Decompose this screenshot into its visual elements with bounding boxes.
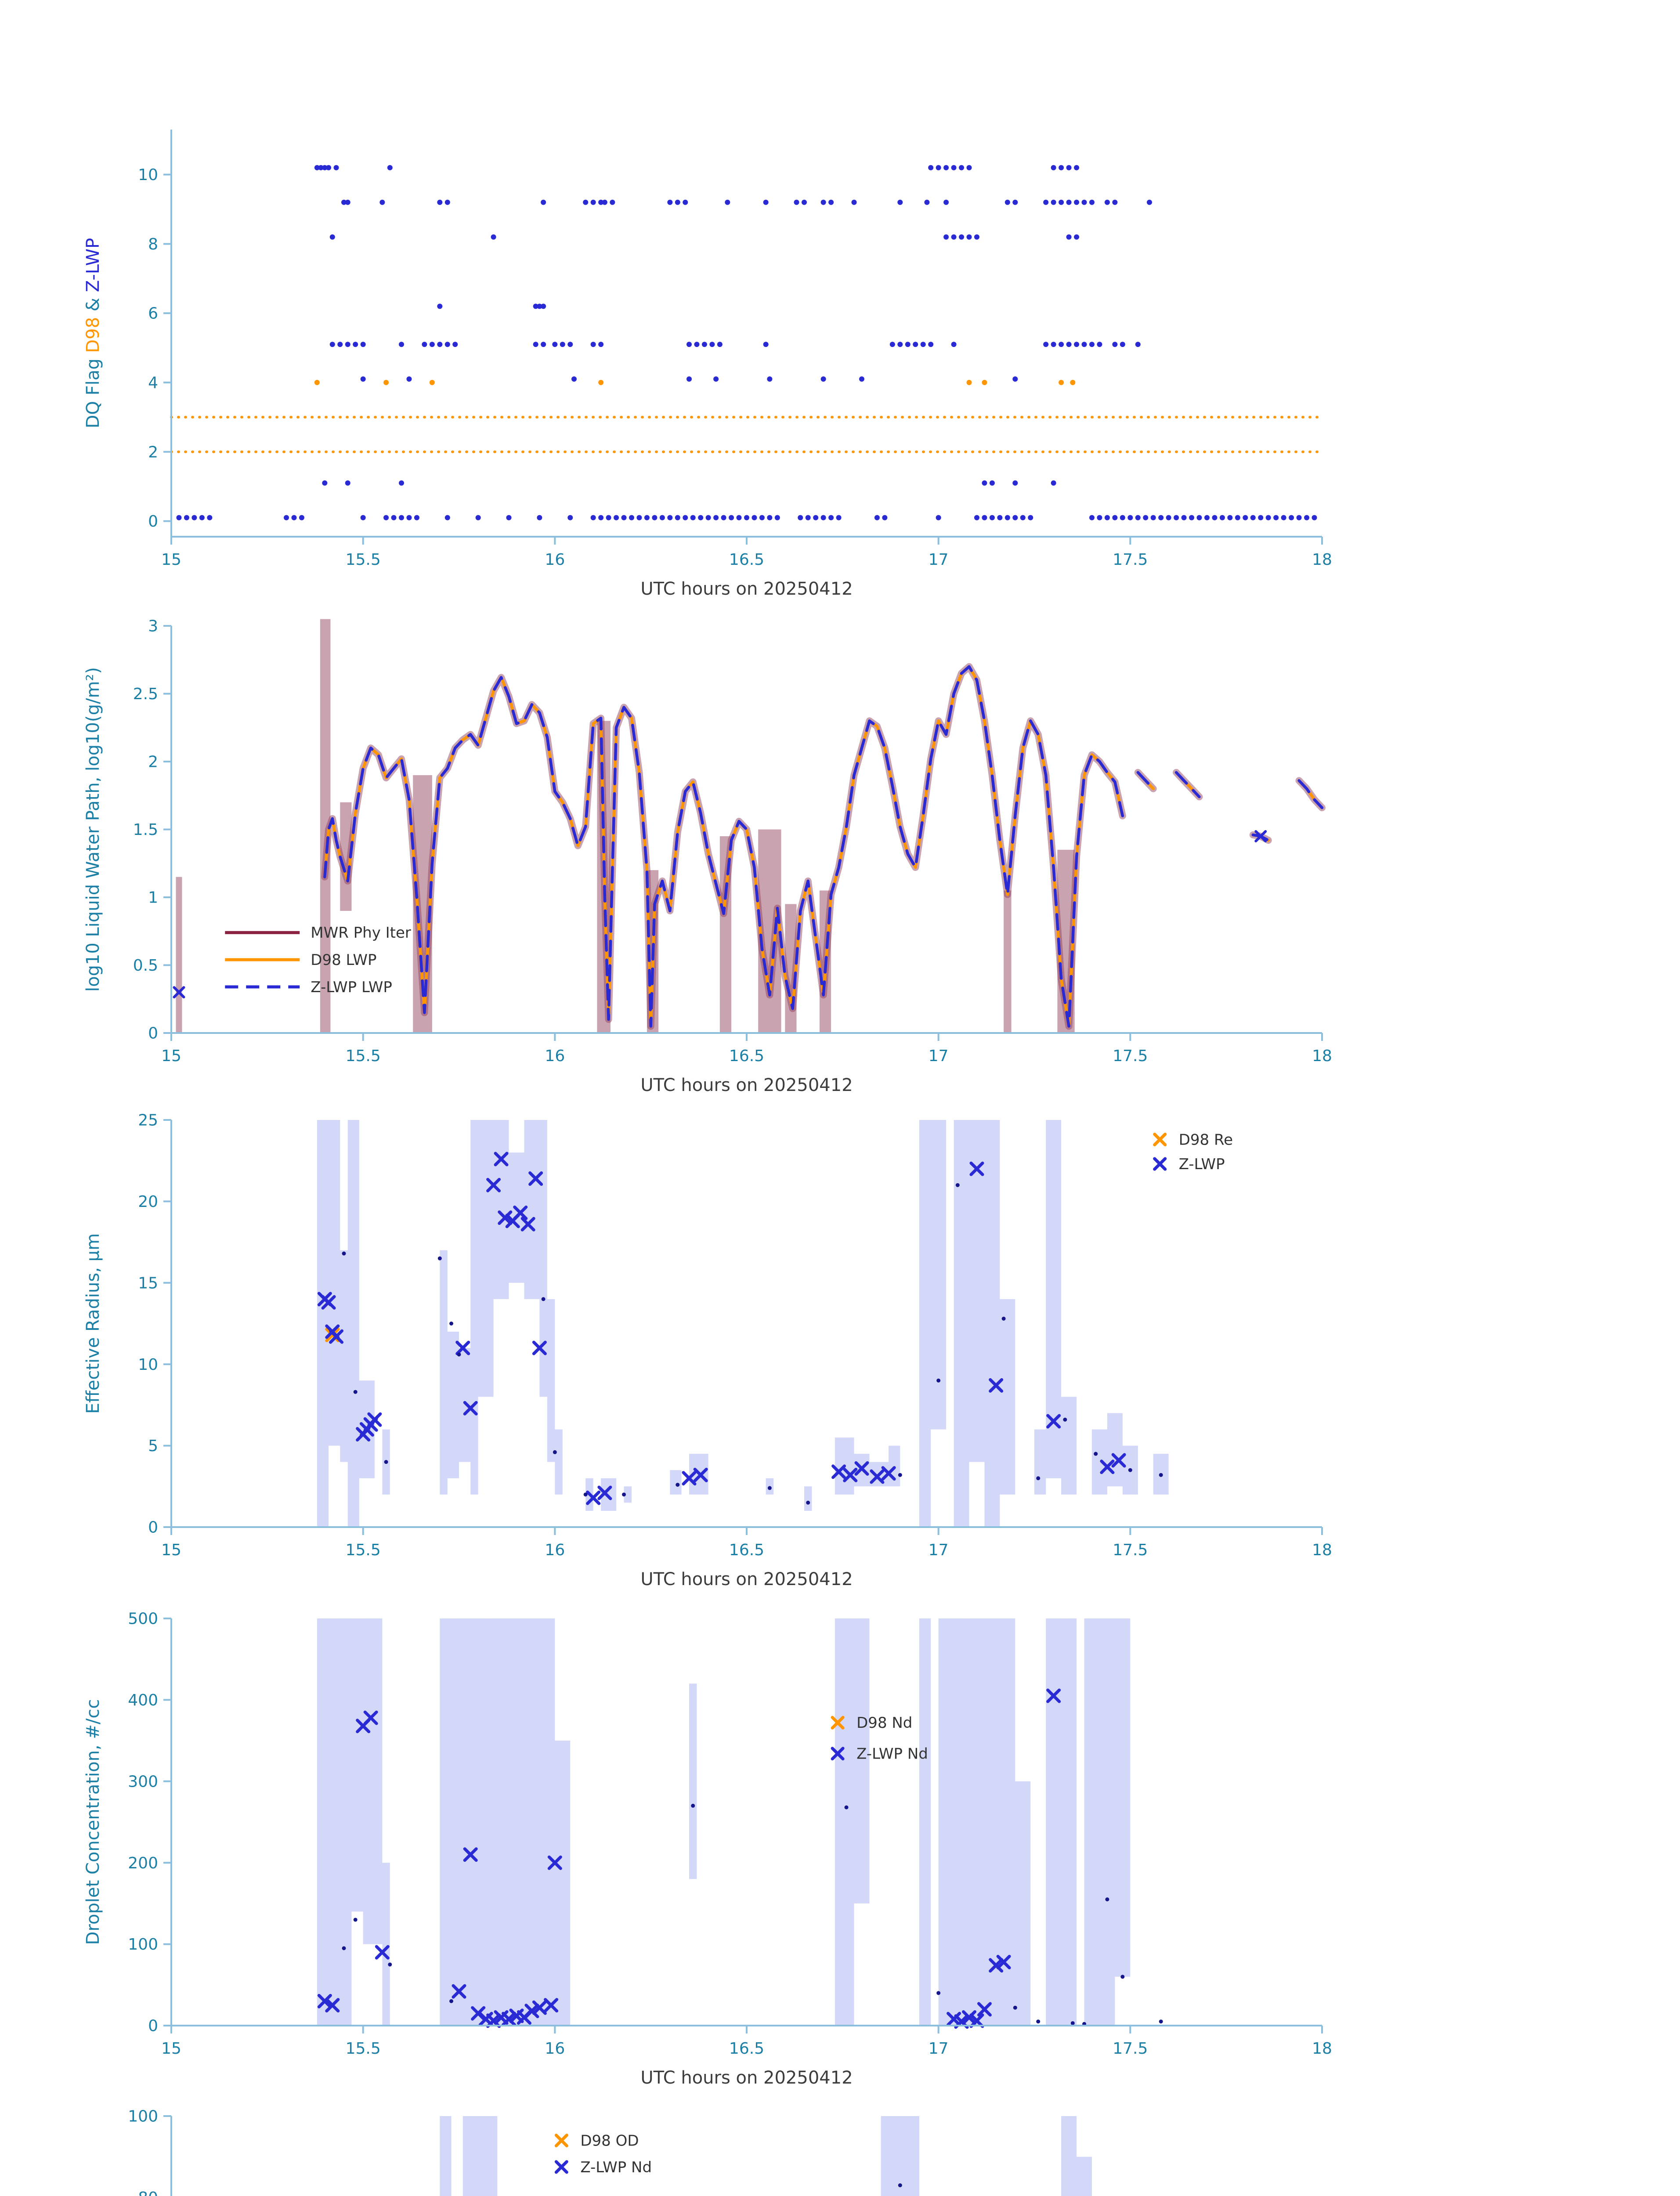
x-tick-label: 16.5 [729,551,764,569]
x-tick-label: 18 [1312,1541,1332,1559]
legend-label: D98 Nd [856,1714,912,1732]
y-tick-label: 80 [138,2189,158,2196]
x-axis-label: UTC hours on 20250412 [640,1075,853,1095]
x-axis-label: UTC hours on 20250412 [640,2068,853,2088]
x-tick-label: 15 [161,551,181,569]
x-tick-label: 16.5 [729,1047,764,1065]
x-tick-label: 17 [929,1541,949,1559]
panel-4: 0 100 200 300 400 500 15 15.5 16 16.5 17 17.5 18 UTC … [83,1610,1332,2088]
x-tick-label: 17.5 [1113,1541,1148,1559]
y-tick-label: 10 [138,1356,158,1374]
legend-label: Z-LWP [1179,1156,1225,1173]
x-tick-label: 17.5 [1113,2040,1148,2058]
x-tick-label: 16 [545,1047,565,1065]
y-axis-label: Effective Radius, μm [83,1233,103,1414]
x-tick-label: 16.5 [729,2040,764,2058]
y-tick-label: 2 [148,443,158,461]
y-tick-label: 2 [148,753,158,771]
y-axis-label: Droplet Concentration, #/cc [83,1699,103,1945]
x-tick-label: 16 [545,551,565,569]
panel-3: 0 5 10 15 20 25 15 15.5 16 16.5 17 17.5 18 UTC hours … [83,1112,1332,1589]
x-tick-label: 16.5 [729,1541,764,1559]
x-tick-label: 15.5 [346,2040,381,2058]
legend-label: Z-LWP Nd [856,1745,928,1763]
legend-label: Z-LWP LWP [311,979,392,996]
panel-1: 0 2 4 6 8 10 15 15.5 16 16.5 17 17.5 18 UTC hours on … [83,130,1332,599]
y-tick-label: 300 [128,1773,158,1791]
legend-label: D98 LWP [311,951,376,969]
y-tick-label: 100 [128,2108,158,2126]
x-tick-label: 15 [161,2040,181,2058]
y-tick-label: 15 [138,1274,158,1292]
y-tick-label: 25 [138,1112,158,1130]
y-tick-label: 1 [148,889,158,907]
legend-label: D98 Re [1179,1131,1233,1149]
x-tick-label: 17 [929,2040,949,2058]
y-tick-label: 200 [128,1854,158,1872]
y-tick-label: 3 [148,618,158,636]
y-tick-label: 0 [148,2017,158,2035]
x-tick-label: 15 [161,1541,181,1559]
y-tick-label: 2.5 [133,685,158,703]
x-tick-label: 18 [1312,1047,1332,1065]
legend-label: MWR Phy Iter [311,924,411,942]
y-tick-label: 0 [148,1025,158,1043]
x-axis-label: UTC hours on 20250412 [640,579,853,599]
x-tick-label: 18 [1312,551,1332,569]
y-axis-label: DQ Flag D98 & Z-LWP [83,238,103,429]
x-tick-label: 18 [1312,2040,1332,2058]
panel-2: 0 0.5 1 1.5 2 2.5 3 15 15.5 16 16.5 17 17.5 18 UTC hou… [83,618,1332,1095]
y-tick-label: 1.5 [133,821,158,839]
y-tick-label: 100 [128,1936,158,1954]
x-tick-label: 15 [161,1047,181,1065]
y-tick-label: 500 [128,1610,158,1628]
y-tick-label: 5 [148,1437,158,1455]
y-tick-label: 8 [148,235,158,253]
x-tick-label: 16 [545,2040,565,2058]
y-tick-label: 0.5 [133,957,158,975]
x-tick-label: 15.5 [346,1541,381,1559]
x-axis-label: UTC hours on 20250412 [640,1569,853,1589]
x-tick-label: 15.5 [346,1047,381,1065]
x-tick-label: 17.5 [1113,1047,1148,1065]
y-tick-label: 20 [138,1193,158,1211]
y-tick-label: 0 [148,513,158,531]
x-tick-label: 16 [545,1541,565,1559]
y-tick-label: 4 [148,374,158,392]
x-tick-label: 15.5 [346,551,381,569]
y-tick-label: 400 [128,1691,158,1709]
y-tick-label: 6 [148,305,158,323]
y-tick-label: 10 [138,166,158,184]
y-tick-label: 0 [148,1519,158,1537]
legend-label: D98 OD [580,2132,639,2150]
x-tick-label: 17 [929,1047,949,1065]
x-tick-label: 17 [929,551,949,569]
y-axis-label: log10 Liquid Water Path, log10(g/m²) [83,667,103,992]
legend-label: Z-LWP Nd [580,2159,652,2176]
x-tick-label: 17.5 [1113,551,1148,569]
